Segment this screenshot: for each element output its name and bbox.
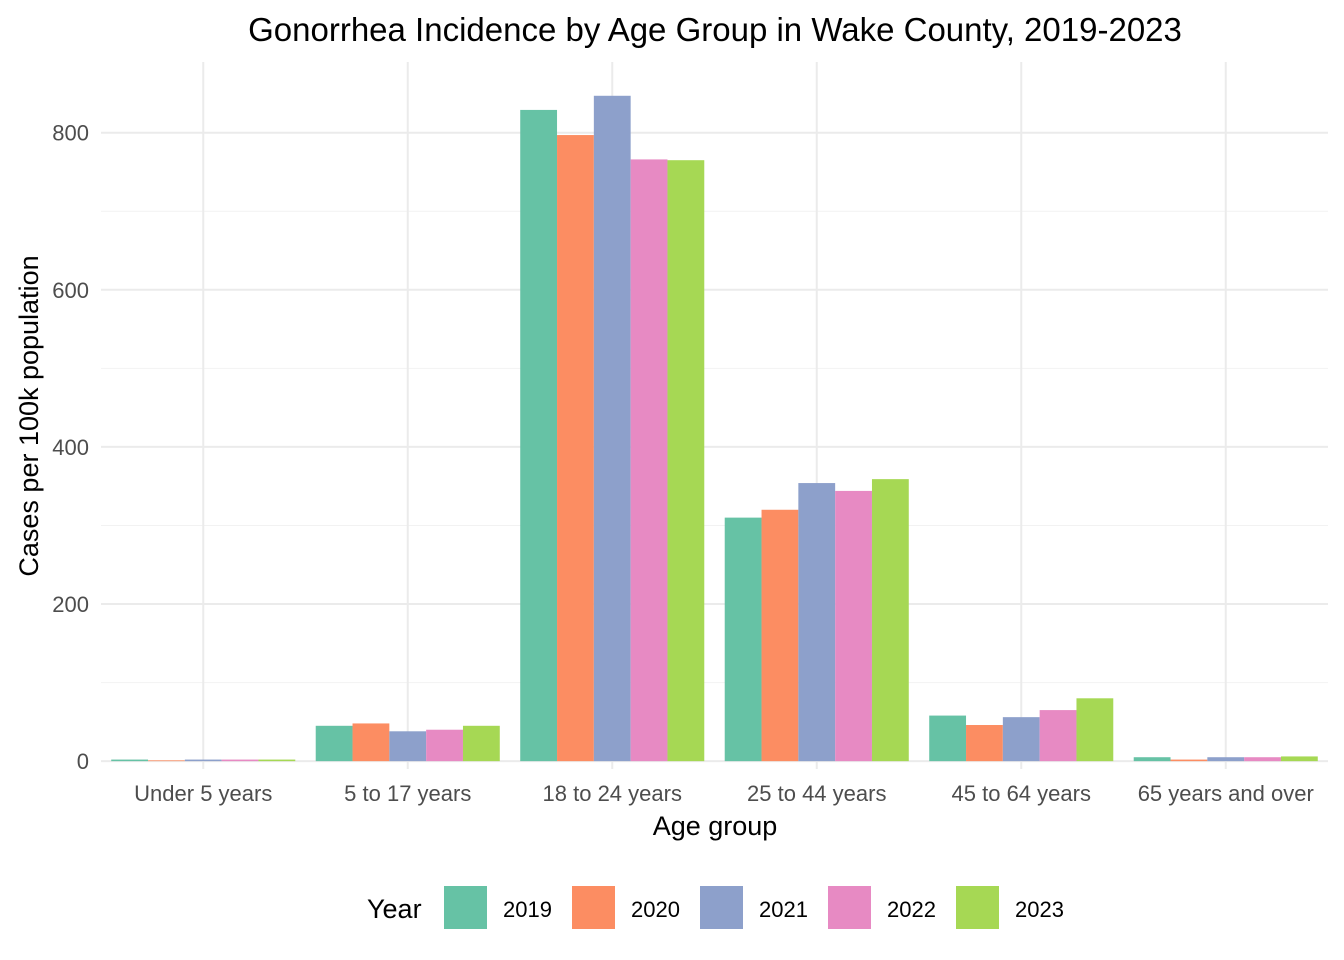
legend-title: Year: [367, 894, 422, 924]
bar-2022: [835, 490, 872, 762]
bar-2022: [221, 759, 259, 762]
y-tick-label: 200: [52, 592, 89, 617]
legend-label-2021: 2021: [759, 897, 808, 922]
legend-key-2023: [956, 886, 999, 929]
bar-2020: [1170, 759, 1208, 762]
y-axis-title: Cases per 100k population: [14, 255, 44, 576]
bar-2020: [761, 509, 799, 762]
y-tick-label: 400: [52, 435, 89, 460]
chart-title: Gonorrhea Incidence by Age Group in Wake…: [248, 11, 1182, 48]
legend-items: 2019 2020 2021 2022 2023: [444, 886, 1064, 929]
bar-2023: [1280, 756, 1318, 762]
bar-2020: [148, 760, 185, 762]
bar-2022: [630, 159, 668, 762]
bar-2020: [557, 135, 594, 762]
x-tick-label: 25 to 44 years: [747, 781, 886, 806]
bar-2023: [871, 479, 909, 762]
y-tick-label: 0: [77, 749, 89, 774]
bar-2020: [352, 723, 390, 762]
bar-2019: [1133, 757, 1171, 762]
bar-2020: [966, 725, 1003, 762]
bar-2022: [426, 729, 463, 762]
bar-2019: [111, 759, 149, 762]
bar-2021: [389, 731, 427, 762]
bar-2021: [184, 759, 222, 762]
bar-2022: [1244, 757, 1281, 762]
bar-2021: [1002, 717, 1040, 762]
x-tick-label: 45 to 64 years: [952, 781, 1091, 806]
bar-2019: [520, 109, 558, 762]
bar-2019: [724, 517, 762, 762]
bar-2023: [667, 160, 705, 762]
legend-label-2019: 2019: [503, 897, 552, 922]
legend-key-2019: [444, 886, 487, 929]
axis-layer: 0 200 400 600 800 Under 5 years 5 to 17 years 1…: [52, 121, 1314, 806]
bar-2023: [258, 759, 296, 762]
legend-label-2022: 2022: [887, 897, 936, 922]
y-tick-label: 800: [52, 121, 89, 146]
legend-key-2021: [700, 886, 743, 929]
bar-2023: [1076, 698, 1114, 762]
bar-2021: [593, 95, 631, 762]
bar-2019: [929, 715, 967, 762]
x-tick-label: 18 to 24 years: [543, 781, 682, 806]
x-tick-label: 5 to 17 years: [344, 781, 471, 806]
legend-label-2023: 2023: [1015, 897, 1064, 922]
bars-layer: [111, 95, 1318, 762]
legend-key-2020: [572, 886, 615, 929]
x-axis-title: Age group: [653, 811, 778, 841]
bar-2019: [315, 725, 353, 762]
bar-2023: [462, 725, 500, 762]
grid-layer: [101, 62, 1328, 769]
x-tick-label: Under 5 years: [134, 781, 272, 806]
bar-2022: [1039, 710, 1077, 762]
legend-label-2020: 2020: [631, 897, 680, 922]
bar-2021: [798, 483, 836, 762]
x-tick-label: 65 years and over: [1138, 781, 1314, 806]
legend: Year 2019 2020 2021 2022 2023: [367, 886, 1064, 929]
bar-2021: [1207, 757, 1245, 762]
y-tick-label: 600: [52, 278, 89, 303]
legend-key-2022: [828, 886, 871, 929]
